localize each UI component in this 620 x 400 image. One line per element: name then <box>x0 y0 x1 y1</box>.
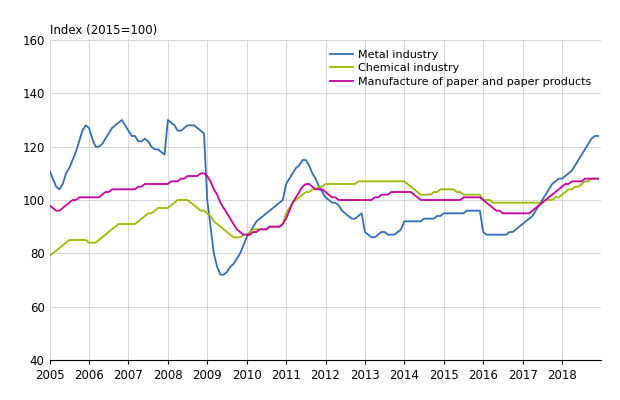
Line: Metal industry: Metal industry <box>50 120 598 275</box>
Text: Index (2015=100): Index (2015=100) <box>50 24 157 37</box>
Manufacture of paper and paper products <box>144 182 152 186</box>
Chemical industry <box>483 198 490 202</box>
Metal industry <box>595 134 602 138</box>
Manufacture of paper and paper products <box>365 198 372 202</box>
Manufacture of paper and paper products <box>489 206 497 210</box>
Chemical industry <box>144 211 152 216</box>
Metal industry <box>365 232 372 237</box>
Manufacture of paper and paper products <box>595 176 602 181</box>
Metal industry <box>489 232 497 237</box>
Chemical industry <box>233 235 241 240</box>
Manufacture of paper and paper products <box>240 232 247 237</box>
Chemical industry <box>595 176 602 181</box>
Metal industry <box>46 168 53 173</box>
Chemical industry <box>358 179 365 184</box>
Chemical industry <box>46 254 53 258</box>
Manufacture of paper and paper products <box>374 195 382 200</box>
Metal industry <box>148 144 155 149</box>
Metal industry <box>374 232 382 237</box>
Chemical industry <box>368 179 375 184</box>
Metal industry <box>118 118 126 122</box>
Metal industry <box>216 272 224 277</box>
Manufacture of paper and paper products <box>236 230 244 234</box>
Manufacture of paper and paper products <box>46 203 53 208</box>
Manufacture of paper and paper products <box>207 179 215 184</box>
Chemical industry <box>203 211 211 216</box>
Chemical industry <box>588 176 595 181</box>
Metal industry <box>240 243 247 248</box>
Manufacture of paper and paper products <box>197 171 205 176</box>
Line: Chemical industry: Chemical industry <box>50 179 598 256</box>
Line: Manufacture of paper and paper products: Manufacture of paper and paper products <box>50 173 598 235</box>
Legend: Metal industry, Chemical industry, Manufacture of paper and paper products: Metal industry, Chemical industry, Manuf… <box>326 46 596 91</box>
Metal industry <box>207 224 215 229</box>
